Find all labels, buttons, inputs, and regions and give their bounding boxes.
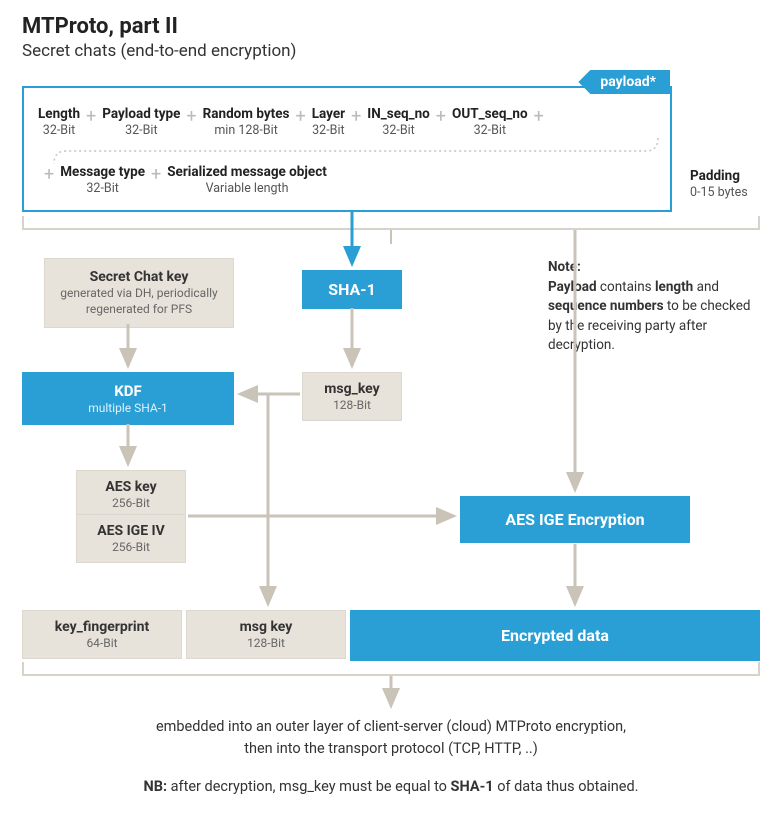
- node-msg-key-2: msg key 128-Bit: [186, 610, 346, 659]
- plus-icon: +: [180, 106, 202, 127]
- node-aes-key: AES key 256-Bit: [76, 470, 186, 519]
- node-key-fingerprint: key_fingerprint 64-Bit: [22, 610, 182, 659]
- plus-icon: +: [430, 106, 452, 127]
- plus-icon: +: [345, 106, 367, 127]
- field-random-bytes: Random bytes min 128-Bit: [203, 106, 290, 138]
- node-sha1: SHA-1: [302, 270, 402, 309]
- node-aes-iv: AES IGE IV 256-Bit: [76, 514, 186, 563]
- top-bracket: [22, 216, 760, 230]
- field-payload-type: Payload type 32-Bit: [102, 106, 180, 138]
- field-length: Length 32-Bit: [38, 106, 80, 138]
- field-layer: Layer 32-Bit: [312, 106, 345, 138]
- payload-box: Length 32-Bit + Payload type 32-Bit + Ra…: [22, 86, 672, 212]
- field-out-seq: OUT_seq_no 32-Bit: [452, 106, 528, 138]
- field-message-type: Message type 32-Bit: [60, 164, 145, 196]
- node-encrypted-data: Encrypted data: [350, 610, 760, 661]
- note-heading: Note:: [548, 258, 753, 278]
- payload-row1: Length 32-Bit + Payload type 32-Bit + Ra…: [38, 106, 656, 138]
- bottom-bracket: [22, 662, 760, 676]
- payload-tag: payload*: [578, 70, 670, 94]
- plus-icon: +: [528, 106, 550, 127]
- plus-icon: +: [289, 106, 311, 127]
- node-msg-key: msg_key 128-Bit: [302, 372, 402, 421]
- node-aes-enc: AES IGE Encryption: [460, 496, 690, 543]
- payload-row2: + Message type 32-Bit + Serialized messa…: [38, 164, 656, 196]
- header: MTProto, part II Secret chats (end-to-en…: [22, 14, 296, 61]
- footer-nb: NB: after decryption, msg_key must be eq…: [22, 776, 760, 798]
- note-box: Note: Payload contains length and sequen…: [548, 258, 753, 356]
- field-in-seq: IN_seq_no 32-Bit: [367, 106, 430, 138]
- plus-icon: +: [80, 106, 102, 127]
- dotted-connector: [38, 138, 666, 164]
- padding-label: Padding 0-15 bytes: [690, 168, 770, 200]
- footer-text: embedded into an outer layer of client-s…: [22, 716, 760, 797]
- plus-icon: +: [145, 164, 167, 185]
- payload-tag-wrap: payload*: [578, 70, 670, 94]
- plus-icon: +: [38, 164, 60, 185]
- page-title: MTProto, part II: [22, 14, 296, 39]
- node-secret-key: Secret Chat key generated via DH, period…: [44, 258, 234, 328]
- page-subtitle: Secret chats (end-to-end encryption): [22, 41, 296, 61]
- node-kdf: KDF multiple SHA-1: [22, 372, 234, 425]
- note-body: Payload contains length and sequence num…: [548, 278, 753, 356]
- field-serialized-obj: Serialized message object Variable lengt…: [167, 164, 327, 196]
